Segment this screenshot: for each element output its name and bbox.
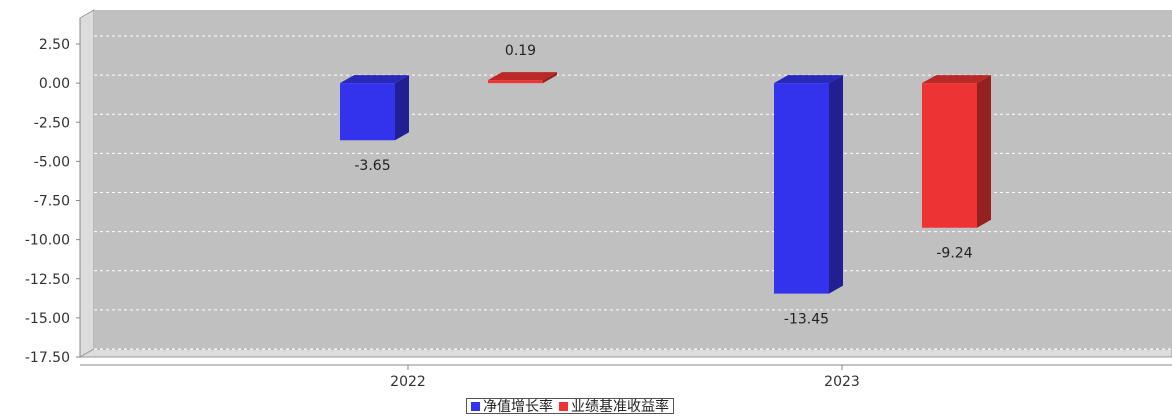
legend-swatch-icon <box>559 401 568 411</box>
y-tick-label: -15.00 <box>25 311 70 327</box>
plot-side-wall <box>79 9 95 358</box>
data-label: -3.65 <box>354 158 390 174</box>
bar-side <box>395 75 409 141</box>
legend: 净值增长率 业绩基准收益率 <box>466 396 674 416</box>
y-tick-label: -17.50 <box>25 350 70 366</box>
bar-front <box>488 80 543 84</box>
y-axis: 2.50 0.00 -2.50 -5.00 -7.50 -10.00 -12.50 -15.0… <box>25 18 81 366</box>
legend-item-benchmark: 业绩基准收益率 <box>559 396 669 416</box>
y-tick-label: -5.00 <box>34 154 70 170</box>
x-tick-label: 2023 <box>824 374 860 390</box>
plot-back-wall <box>94 10 1172 349</box>
y-tick-label: -12.50 <box>25 272 70 288</box>
bar-side <box>977 75 991 228</box>
y-tick-label: 2.50 <box>39 37 70 53</box>
bars: -3.65 -13.45 0.19 -9.24 <box>340 43 991 328</box>
legend-item-nav-growth: 净值增长率 <box>471 396 553 416</box>
legend-swatch-icon <box>471 401 480 411</box>
legend-label: 业绩基准收益率 <box>571 399 669 415</box>
bar-top <box>488 72 557 81</box>
bar <box>488 72 557 84</box>
bar-front <box>340 83 395 141</box>
bar-front <box>774 83 829 294</box>
bar-front <box>922 83 977 228</box>
data-label: -9.24 <box>936 246 972 262</box>
y-tick-label: -7.50 <box>34 194 70 210</box>
y-tick-label: 0.00 <box>39 76 70 92</box>
bar-side <box>543 72 557 84</box>
data-label: 0.19 <box>505 43 536 59</box>
bar-top <box>340 75 409 84</box>
plot-floor <box>78 348 1172 358</box>
data-label: -13.45 <box>784 312 829 328</box>
bar-top <box>922 75 991 84</box>
bar <box>340 75 409 141</box>
bar-top <box>774 75 843 84</box>
bar <box>774 75 843 294</box>
bar-side <box>829 75 843 294</box>
x-tick-label: 2022 <box>390 374 426 390</box>
x-axis: 2022 2023 <box>80 364 1172 390</box>
y-tick-label: -2.50 <box>34 115 70 131</box>
y-tick-label: -10.00 <box>25 233 70 249</box>
bar <box>922 75 991 228</box>
legend-label: 净值增长率 <box>483 399 553 415</box>
